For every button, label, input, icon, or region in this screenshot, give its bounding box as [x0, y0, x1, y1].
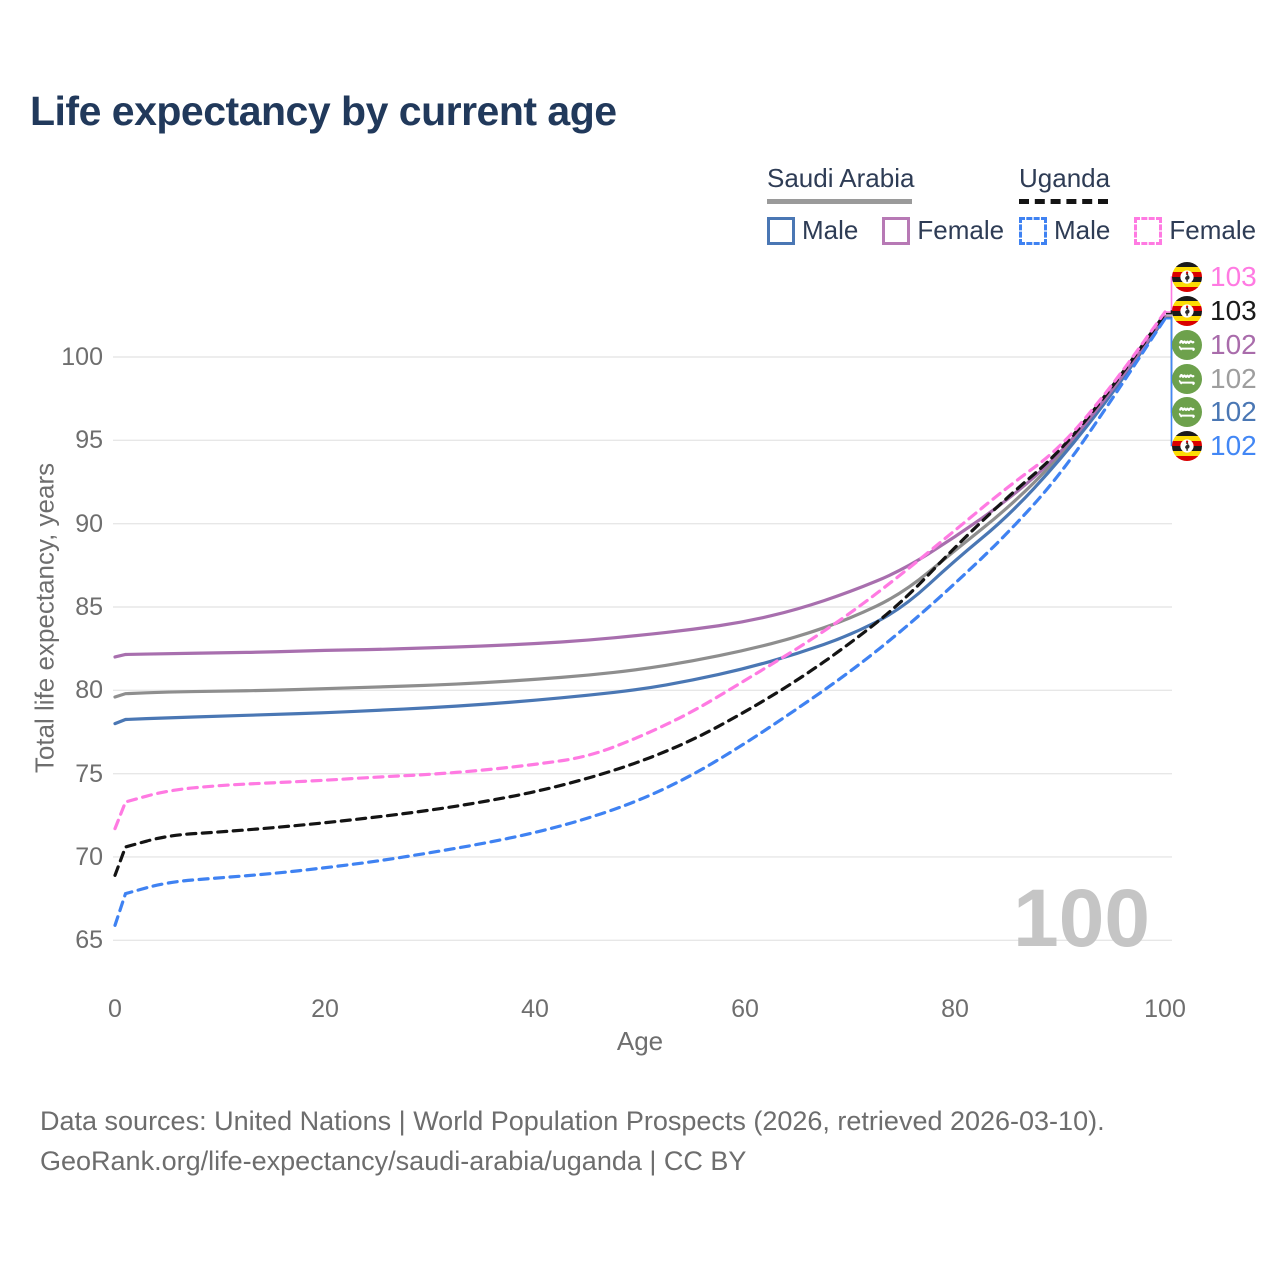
end-label-row-saudi-arabia-male: 102 [1172, 396, 1257, 428]
y-tick-label-75: 75 [75, 759, 103, 788]
y-tick-label-65: 65 [75, 926, 103, 955]
data-sources-note: Data sources: United Nations | World Pop… [40, 1106, 1105, 1136]
x-tick-label-60: 60 [731, 995, 759, 1023]
end-label-value: 103 [1210, 295, 1257, 326]
series-line-uganda-male[interactable] [113, 317, 1167, 927]
legend-country-uganda[interactable]: Uganda [1019, 163, 1111, 193]
legend-uganda-line-swatch [1019, 199, 1108, 204]
x-tick-label-20: 20 [311, 995, 339, 1023]
saudi-arabia-flag-icon [1172, 364, 1202, 394]
y-axis-title: Total life expectancy, years [29, 462, 60, 774]
end-label-row-uganda: 103 [1172, 295, 1257, 327]
legend-label-uganda-female[interactable]: Female [1169, 215, 1257, 245]
end-label-value: 103 [1210, 261, 1257, 292]
saudi-arabia-flag-icon [1172, 397, 1202, 427]
end-label-value: 102 [1210, 429, 1257, 461]
series-line-saudi-arabia-female[interactable] [113, 314, 1167, 659]
legend-swatch-uganda-male[interactable] [1019, 216, 1047, 245]
end-label-value: 102 [1210, 329, 1257, 360]
y-tick-label-70: 70 [75, 842, 103, 871]
series-line-uganda-female[interactable] [113, 310, 1167, 831]
end-label-row-uganda-female: 103 [1172, 261, 1257, 293]
series-line-saudi-arabia-male[interactable] [113, 316, 1167, 726]
page-title: Life expectancy by current age [30, 88, 617, 134]
y-tick-label-90: 90 [75, 509, 103, 538]
end-label-row-saudi-arabia-female: 102 [1172, 329, 1257, 361]
end-label-row-saudi-arabia: 102 [1172, 363, 1257, 395]
x-tick-label-80: 80 [941, 995, 969, 1023]
legend-group-saudi-arabia: Saudi Arabia Male Female [767, 163, 1028, 246]
end-label-value: 102 [1210, 396, 1257, 427]
legend-swatch-saudi-male[interactable] [767, 216, 795, 245]
x-tick-label-0: 0 [108, 995, 122, 1023]
x-tick-label-100: 100 [1144, 995, 1186, 1023]
y-tick-label-95: 95 [75, 426, 103, 455]
x-tick-label-40: 40 [521, 995, 549, 1023]
age-counter-watermark: 100 [1013, 873, 1150, 964]
legend-saudi-line-swatch [767, 199, 912, 204]
source-url[interactable]: GeoRank.org/life-expectancy/saudi-arabia… [40, 1146, 747, 1176]
legend-label-saudi-female[interactable]: Female [917, 215, 1005, 245]
legend-group-uganda: Uganda Male Female [1019, 163, 1280, 246]
legend-country-saudi-arabia[interactable]: Saudi Arabia [767, 163, 915, 193]
x-axis-title: Age [616, 1026, 664, 1056]
end-label-row-uganda-male: 102 [1172, 430, 1257, 462]
series-line-saudi-arabia[interactable] [113, 315, 1167, 699]
legend-swatch-saudi-female[interactable] [882, 216, 911, 245]
uganda-flag-icon [1172, 262, 1202, 292]
end-label-value: 102 [1210, 362, 1257, 394]
y-tick-label-100: 100 [61, 343, 103, 371]
y-tick-label-85: 85 [75, 592, 103, 621]
uganda-flag-icon [1172, 296, 1202, 326]
saudi-arabia-flag-icon [1172, 330, 1202, 360]
uganda-flag-icon [1172, 431, 1202, 461]
series-line-uganda[interactable] [113, 312, 1167, 877]
legend-label-saudi-male[interactable]: Male [802, 215, 859, 245]
legend-label-uganda-male[interactable]: Male [1054, 215, 1111, 245]
legend-swatch-uganda-female[interactable] [1134, 216, 1163, 245]
y-tick-label-80: 80 [75, 676, 103, 705]
